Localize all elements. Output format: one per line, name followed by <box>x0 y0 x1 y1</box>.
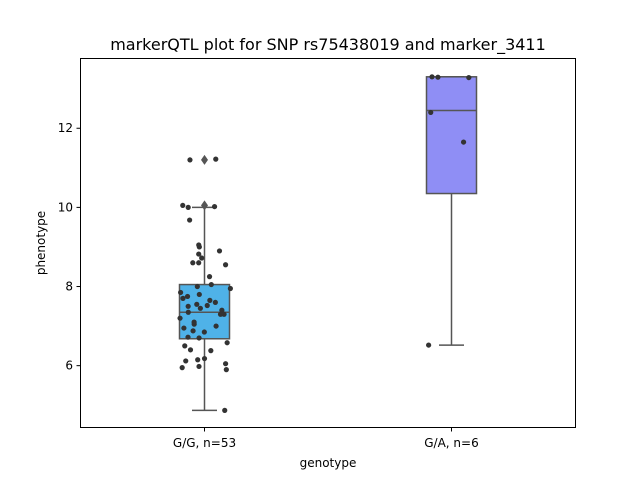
data-point <box>206 274 213 280</box>
data-point <box>184 293 191 300</box>
data-point <box>179 365 185 371</box>
data-point <box>196 260 202 266</box>
y-tick-label: 12 <box>58 121 73 135</box>
chart-title: markerQTL plot for SNP rs75438019 and ma… <box>110 35 546 55</box>
data-point <box>213 323 219 329</box>
data-point <box>185 303 191 309</box>
data-point <box>207 297 213 303</box>
data-point <box>227 285 233 292</box>
data-point <box>185 309 191 315</box>
data-point <box>219 307 225 313</box>
data-point <box>197 305 203 311</box>
data-point <box>201 355 208 362</box>
data-point <box>195 357 201 363</box>
data-point <box>196 363 202 370</box>
outlier-marker <box>201 154 208 165</box>
data-point <box>196 291 202 298</box>
data-point <box>194 301 200 307</box>
data-point <box>185 204 191 210</box>
data-point <box>182 343 188 349</box>
data-point <box>187 157 193 163</box>
data-point <box>187 217 193 223</box>
data-point <box>187 347 194 353</box>
x-axis: G/G, n=53 G/A, n=6 <box>173 427 479 450</box>
data-point <box>199 255 205 261</box>
data-point <box>216 248 223 254</box>
data-point <box>191 319 197 325</box>
box-group <box>178 154 231 412</box>
data-point <box>190 260 196 266</box>
data-point <box>180 295 186 301</box>
data-point <box>196 242 202 248</box>
x-axis-label: genotype <box>300 456 357 470</box>
x-tick-label: G/A, n=6 <box>424 436 478 450</box>
outlier-marker <box>201 200 208 211</box>
data-point <box>180 202 186 209</box>
box-group <box>425 76 478 346</box>
data-point <box>185 334 191 340</box>
data-point <box>196 335 202 341</box>
data-point <box>194 283 200 290</box>
y-tick-label: 8 <box>65 280 73 294</box>
data-point <box>181 325 187 331</box>
data-point <box>208 348 214 354</box>
data-point <box>222 361 229 367</box>
plot-area <box>177 74 478 413</box>
data-point <box>223 367 229 373</box>
plot-frame <box>80 58 576 428</box>
data-point <box>183 358 189 364</box>
data-point <box>224 340 230 346</box>
data-point <box>435 74 441 80</box>
y-axis-label: phenotype <box>34 211 48 275</box>
data-point <box>217 311 224 317</box>
strip-points <box>177 156 233 413</box>
data-point <box>204 302 210 309</box>
data-point <box>211 203 218 210</box>
data-point <box>208 281 214 288</box>
data-point <box>213 156 219 162</box>
data-point <box>460 139 467 145</box>
data-point <box>177 315 183 321</box>
data-point <box>429 74 435 80</box>
strip-points <box>426 74 472 348</box>
box-iqr <box>425 76 478 195</box>
data-point <box>222 262 229 268</box>
x-tick-label: G/G, n=53 <box>173 436 236 450</box>
y-tick-label: 6 <box>65 359 73 373</box>
data-point <box>212 299 218 305</box>
data-point <box>428 109 434 116</box>
data-point <box>196 251 202 257</box>
data-point <box>177 289 184 296</box>
y-axis: 6 8 10 12 <box>58 121 81 373</box>
data-point <box>190 328 196 334</box>
data-point <box>466 74 472 81</box>
data-point <box>222 407 228 413</box>
y-tick-label: 10 <box>58 200 73 214</box>
data-point <box>201 329 207 335</box>
data-point <box>426 342 432 348</box>
